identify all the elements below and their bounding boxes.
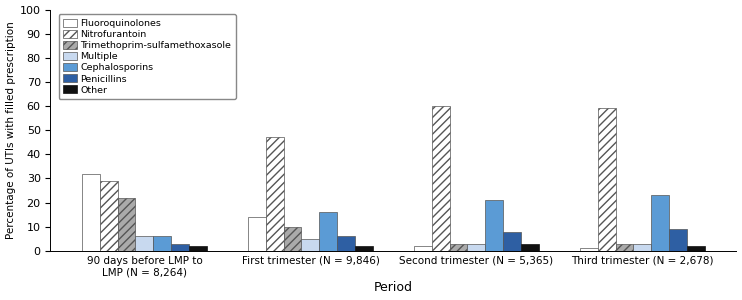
- Bar: [580, 248, 597, 251]
- Bar: [171, 244, 189, 251]
- Bar: [136, 236, 154, 251]
- Bar: [597, 109, 616, 251]
- Bar: [355, 246, 373, 251]
- Bar: [319, 212, 338, 251]
- Bar: [154, 236, 171, 251]
- Bar: [467, 244, 485, 251]
- Bar: [651, 195, 669, 251]
- Bar: [432, 106, 450, 251]
- Bar: [413, 246, 432, 251]
- Bar: [338, 236, 355, 251]
- Bar: [283, 227, 301, 251]
- Bar: [117, 198, 136, 251]
- X-axis label: Period: Period: [374, 281, 413, 294]
- Bar: [522, 244, 539, 251]
- Bar: [189, 246, 207, 251]
- Bar: [450, 244, 467, 251]
- Bar: [616, 244, 634, 251]
- Legend: Fluoroquinolones, Nitrofurantoin, Trimethoprim-sulfamethoxasole, Multiple, Cepha: Fluoroquinolones, Nitrofurantoin, Trimet…: [59, 14, 236, 99]
- Bar: [99, 181, 117, 251]
- Bar: [301, 239, 319, 251]
- Bar: [82, 174, 99, 251]
- Bar: [669, 229, 687, 251]
- Bar: [266, 137, 283, 251]
- Y-axis label: Percentage of UTIs with filled prescription: Percentage of UTIs with filled prescript…: [5, 21, 16, 239]
- Bar: [687, 246, 705, 251]
- Bar: [248, 217, 266, 251]
- Bar: [503, 232, 522, 251]
- Bar: [634, 244, 651, 251]
- Bar: [485, 200, 503, 251]
